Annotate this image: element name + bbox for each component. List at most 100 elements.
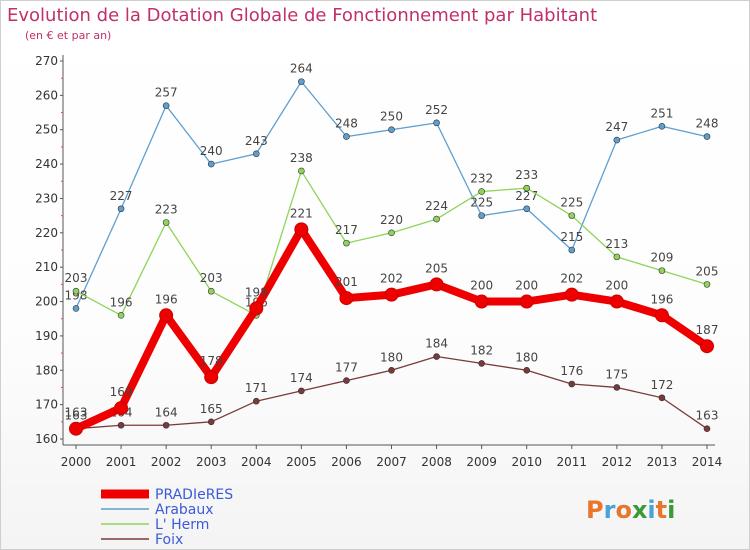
data-point (700, 339, 714, 354)
data-label: 248 (696, 117, 719, 131)
data-point (429, 277, 444, 292)
chart-title: Evolution de la Dotation Globale de Fonc… (7, 5, 598, 26)
data-point (117, 311, 125, 319)
data-point (613, 136, 621, 144)
y-tick-label: 250 (35, 123, 58, 137)
data-label: 227 (110, 189, 133, 203)
data-point (72, 287, 80, 295)
data-label: 233 (515, 168, 538, 182)
y-tick-label: 220 (35, 226, 58, 240)
data-label: 201 (335, 275, 358, 289)
y-tick-label: 230 (35, 191, 58, 205)
series-line-pradieres (72, 225, 711, 433)
data-label: 225 (470, 196, 493, 210)
data-point (117, 205, 125, 213)
data-point (339, 291, 354, 306)
y-tick-label: 190 (35, 329, 58, 343)
data-label: 198 (245, 285, 268, 299)
data-label: 163 (696, 409, 719, 423)
legend-label: PRADIeRES (155, 487, 233, 503)
x-tick-label: 2006 (331, 455, 362, 469)
x-tick-label: 2007 (376, 455, 407, 469)
x-tick-label: 2004 (241, 455, 272, 469)
data-label: 200 (470, 279, 493, 293)
data-point (204, 370, 219, 385)
data-point (433, 119, 440, 127)
data-label: 178 (200, 354, 223, 368)
data-point (252, 397, 260, 405)
data-label: 250 (380, 110, 403, 124)
data-point (117, 421, 125, 429)
data-point (207, 160, 215, 168)
data-point (298, 78, 305, 85)
data-label: 176 (560, 364, 583, 378)
data-label: 169 (110, 385, 133, 399)
data-label: 205 (425, 261, 448, 275)
data-point (613, 253, 621, 261)
data-label: 172 (650, 378, 673, 392)
data-label: 196 (155, 292, 178, 306)
y-tick-label: 200 (35, 295, 58, 309)
data-label: 203 (65, 271, 88, 285)
data-label: 257 (155, 86, 178, 100)
y-tick-label: 170 (35, 398, 58, 412)
data-label: 215 (560, 230, 583, 244)
data-label: 202 (560, 272, 583, 286)
data-label: 252 (425, 103, 448, 117)
data-point (162, 102, 170, 109)
data-point (523, 205, 531, 213)
x-tick-label: 2005 (286, 455, 317, 469)
y-tick-label: 210 (35, 260, 58, 274)
data-point (478, 212, 485, 219)
data-label: 232 (470, 172, 493, 186)
data-point (207, 418, 215, 426)
x-tick-label: 2003 (196, 455, 227, 469)
data-label: 174 (290, 371, 313, 385)
data-label: 180 (515, 350, 538, 364)
x-tick-label: 2000 (61, 455, 92, 469)
x-tick-label: 2012 (602, 455, 633, 469)
data-point (294, 222, 309, 237)
data-point (343, 239, 350, 247)
data-label: 221 (290, 206, 313, 220)
data-label: 200 (605, 279, 628, 293)
data-label: 243 (245, 134, 268, 148)
data-point (388, 229, 395, 237)
data-point (568, 212, 576, 219)
data-label: 240 (200, 144, 223, 158)
chart-subtitle: (en € et par an) (25, 29, 112, 42)
y-tick-label: 180 (35, 363, 58, 377)
data-label: 247 (605, 120, 628, 134)
data-point (609, 294, 624, 309)
data-label: 213 (605, 237, 628, 251)
data-point (252, 150, 260, 158)
x-tick-label: 2011 (557, 455, 588, 469)
data-point (388, 366, 395, 374)
data-label: 163 (65, 409, 88, 423)
y-tick-label: 260 (35, 88, 58, 102)
data-point (703, 133, 711, 140)
x-tick-label: 2013 (647, 455, 678, 469)
data-label: 196 (110, 295, 133, 309)
data-label: 203 (200, 271, 223, 285)
data-label: 196 (650, 292, 673, 306)
y-tick-label: 160 (35, 432, 58, 446)
data-point (519, 294, 534, 309)
data-point (613, 384, 621, 391)
legend-label: Arabaux (155, 502, 214, 518)
data-point (474, 294, 489, 309)
data-point (114, 401, 129, 416)
data-point (249, 301, 264, 316)
data-point (703, 281, 711, 288)
data-point (162, 219, 170, 226)
proxiti-logo: Proxiti (586, 496, 675, 524)
data-point (523, 366, 531, 374)
x-tick-label: 2008 (421, 455, 452, 469)
x-tick-label: 2010 (511, 455, 542, 469)
data-label: 205 (696, 264, 719, 278)
data-label: 248 (335, 117, 358, 131)
data-point (478, 188, 485, 195)
data-point (343, 377, 350, 384)
data-label: 251 (650, 106, 673, 120)
x-tick-label: 2001 (106, 455, 137, 469)
